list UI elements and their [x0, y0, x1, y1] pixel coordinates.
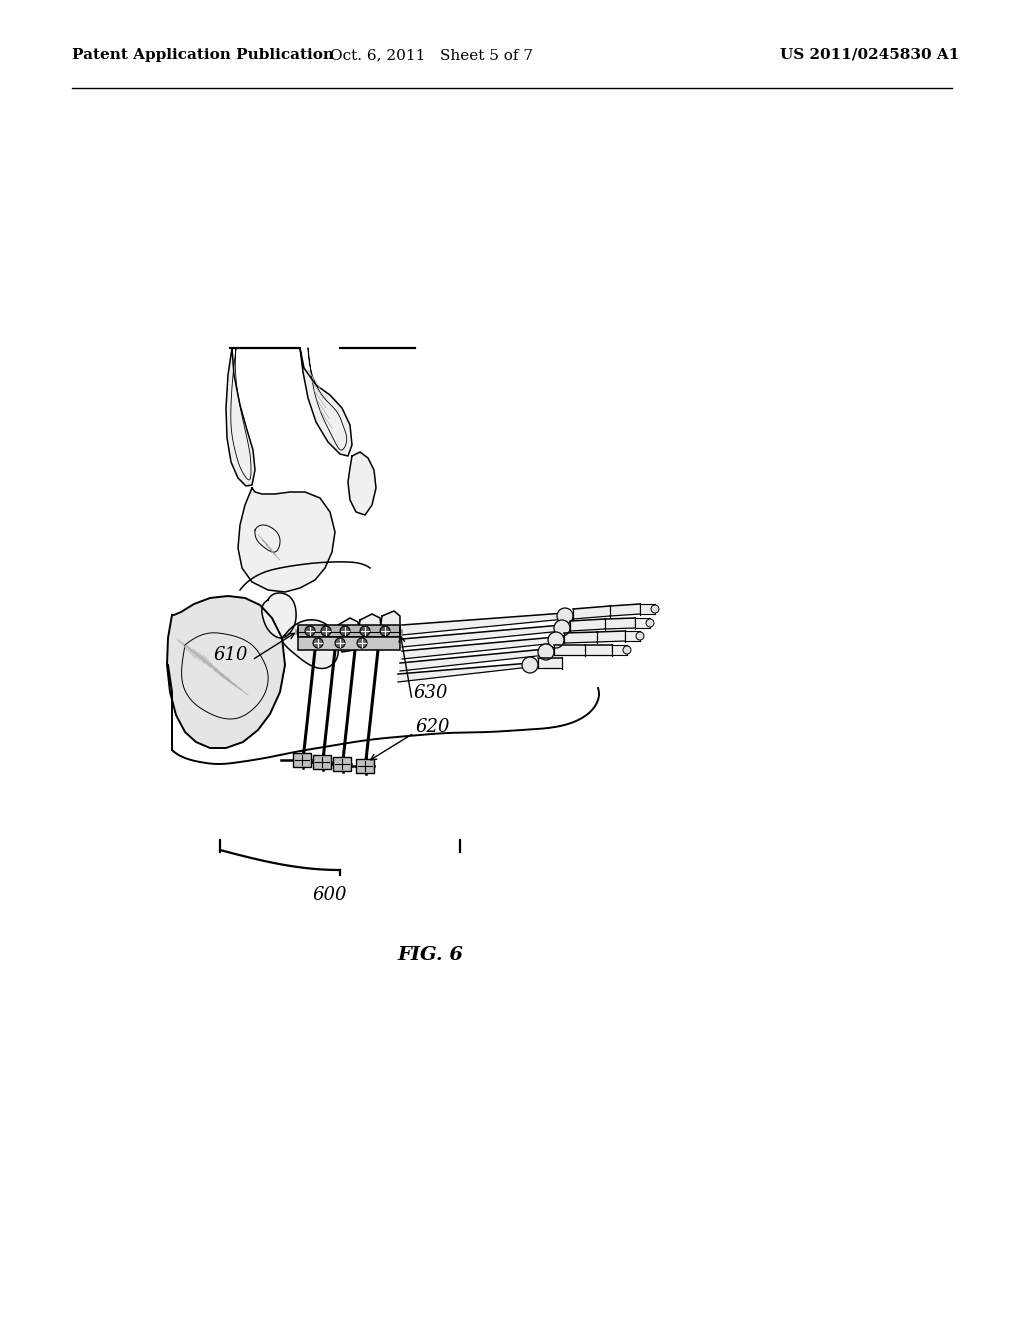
- Polygon shape: [282, 620, 338, 668]
- Polygon shape: [610, 605, 640, 616]
- Text: US 2011/0245830 A1: US 2011/0245830 A1: [780, 48, 959, 62]
- Bar: [298, 624, 400, 638]
- Polygon shape: [400, 649, 546, 671]
- Polygon shape: [167, 597, 285, 748]
- Polygon shape: [605, 618, 635, 630]
- Polygon shape: [597, 631, 625, 642]
- Bar: [625, 631, 640, 642]
- Polygon shape: [348, 451, 376, 515]
- Polygon shape: [402, 612, 565, 635]
- Circle shape: [360, 626, 370, 636]
- Polygon shape: [585, 645, 612, 655]
- Bar: [293, 752, 311, 767]
- Circle shape: [651, 605, 659, 612]
- Circle shape: [380, 626, 390, 636]
- Bar: [640, 605, 655, 614]
- Polygon shape: [336, 618, 360, 652]
- Bar: [298, 638, 400, 649]
- Polygon shape: [538, 657, 562, 668]
- Polygon shape: [570, 619, 605, 631]
- Circle shape: [548, 632, 564, 648]
- Polygon shape: [573, 606, 610, 619]
- Circle shape: [335, 638, 345, 648]
- Bar: [612, 645, 627, 655]
- Circle shape: [340, 626, 350, 636]
- Text: Oct. 6, 2011   Sheet 5 of 7: Oct. 6, 2011 Sheet 5 of 7: [331, 48, 534, 62]
- Polygon shape: [554, 645, 585, 655]
- Polygon shape: [300, 348, 352, 455]
- Circle shape: [522, 657, 538, 673]
- Circle shape: [313, 638, 323, 648]
- Circle shape: [538, 644, 554, 660]
- Circle shape: [646, 619, 654, 627]
- Text: Patent Application Publication: Patent Application Publication: [72, 48, 334, 62]
- Text: 600: 600: [312, 886, 347, 904]
- Circle shape: [305, 626, 315, 636]
- Polygon shape: [380, 611, 400, 640]
- Polygon shape: [402, 624, 562, 647]
- Bar: [313, 755, 331, 770]
- Circle shape: [623, 645, 631, 653]
- Polygon shape: [358, 614, 382, 645]
- Text: FIG. 6: FIG. 6: [397, 946, 463, 964]
- Text: 630: 630: [413, 684, 447, 702]
- Polygon shape: [402, 638, 556, 659]
- Polygon shape: [398, 663, 530, 682]
- Circle shape: [554, 620, 570, 636]
- Bar: [356, 759, 374, 774]
- Polygon shape: [226, 348, 255, 486]
- Bar: [635, 618, 650, 628]
- Circle shape: [636, 632, 644, 640]
- Text: 620: 620: [415, 718, 450, 737]
- Polygon shape: [262, 593, 296, 638]
- Circle shape: [557, 609, 573, 624]
- Polygon shape: [564, 632, 597, 643]
- Polygon shape: [238, 488, 335, 591]
- Bar: [333, 756, 351, 771]
- Text: 610: 610: [213, 645, 248, 664]
- Circle shape: [321, 626, 331, 636]
- Circle shape: [357, 638, 367, 648]
